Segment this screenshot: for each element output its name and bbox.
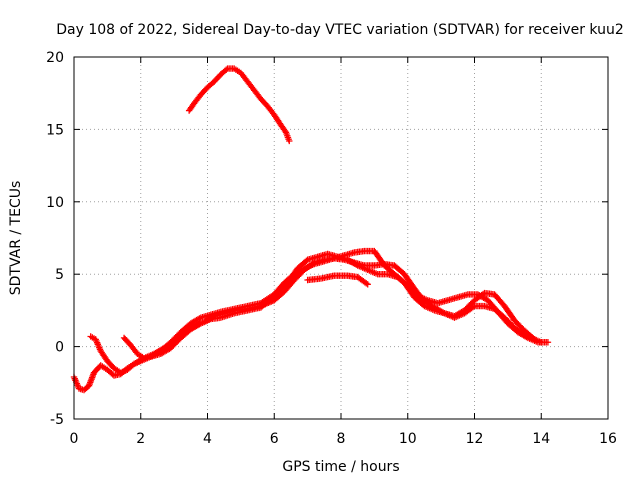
- axis-ticks: [73, 56, 609, 420]
- x-tick-label: 6: [270, 431, 279, 447]
- x-tick-label: 8: [337, 431, 346, 447]
- data-point: [286, 137, 293, 145]
- x-tick-label: 10: [399, 431, 417, 447]
- grid-lines: [74, 57, 608, 419]
- y-tick-label: 20: [46, 50, 64, 66]
- y-tick-label: 15: [46, 122, 64, 138]
- x-tick-label: 16: [599, 431, 617, 447]
- y-axis-label: SDTVAR / TECUs: [8, 181, 24, 296]
- data-point: [364, 281, 371, 288]
- y-tick-label: -5: [50, 412, 64, 428]
- y-tick-label: 0: [55, 340, 64, 356]
- y-tick-label: 10: [46, 195, 64, 211]
- y-tick-labels: -5 0 5 10 15 20: [46, 50, 64, 428]
- data-point: [544, 339, 552, 346]
- data-point: [530, 335, 537, 342]
- data-point: [531, 336, 538, 343]
- data-point: [222, 66, 230, 73]
- x-tick-label: 12: [466, 431, 484, 447]
- y-tick-label: 5: [55, 267, 64, 283]
- x-tick-label: 2: [136, 431, 145, 447]
- x-tick-labels: 0 2 4 6 8 10 12 14 16: [70, 431, 617, 447]
- x-tick-label: 4: [203, 431, 212, 447]
- x-tick-label: 0: [70, 431, 79, 447]
- data-point: [538, 339, 545, 346]
- data-markers: [70, 65, 552, 394]
- x-axis-label: GPS time / hours: [282, 459, 399, 475]
- data-point: [363, 280, 370, 287]
- data-point: [196, 315, 203, 322]
- x-tick-label: 14: [532, 431, 550, 447]
- chart-title: Day 108 of 2022, Sidereal Day-to-day VTE…: [56, 22, 624, 38]
